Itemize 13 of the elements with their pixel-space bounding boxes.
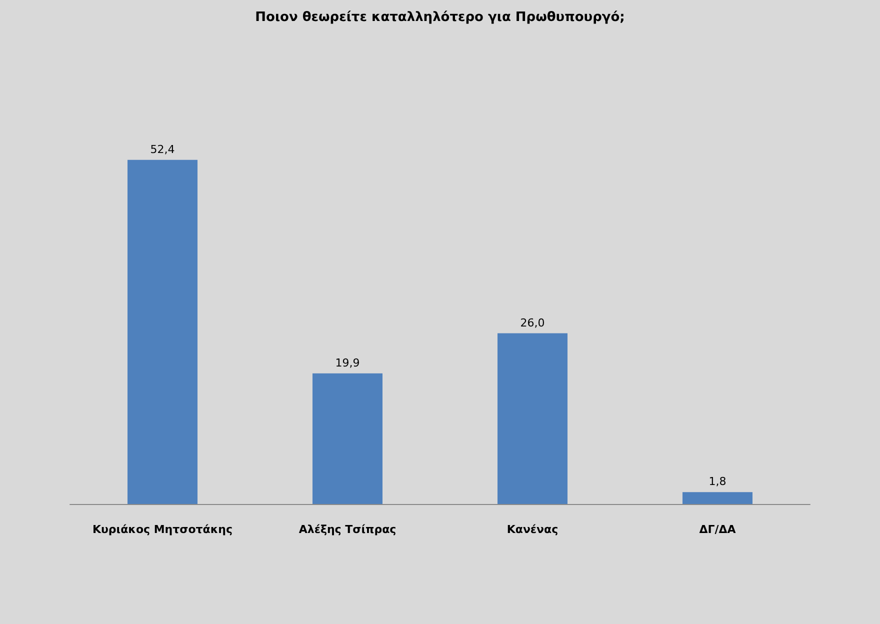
bar (498, 333, 568, 504)
data-label: 52,4 (150, 142, 175, 156)
bar (682, 492, 752, 504)
bar (128, 160, 198, 504)
data-label: 1,8 (708, 475, 726, 488)
x-tick-label: Κυριάκος Μητσοτάκης (92, 523, 233, 536)
data-label: 19,9 (335, 356, 360, 370)
x-tick-label: ΔΓ/ΔΑ (699, 523, 736, 536)
x-tick-label: Κανένας (506, 523, 558, 536)
data-label: 26,0 (520, 316, 545, 330)
bar (312, 373, 382, 504)
x-tick-label: Αλέξης Τσίπρας (298, 523, 396, 536)
chart-title: Ποιον θεωρείτε καταλληλότερο για Πρωθυπουργό; (255, 10, 625, 25)
